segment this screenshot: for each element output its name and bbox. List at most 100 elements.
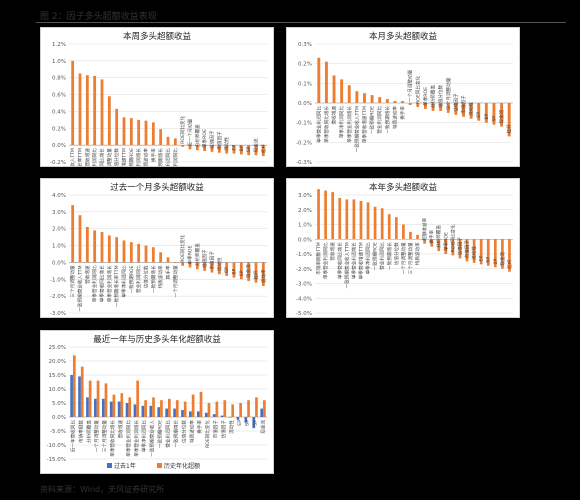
- category-label: 近一年营收同比: [69, 420, 76, 453]
- category-label: 一致预期ROE: [128, 265, 135, 293]
- bar: [188, 262, 192, 268]
- category-label: 分析师覆盖: [435, 225, 442, 248]
- category-label: 一个月调整动量: [407, 69, 414, 102]
- bar: [486, 239, 490, 266]
- chart-panel-annualized: 最近一年与历史多头年化超额收益 -15.0% -10.0% -5.0% 0.0% 5.0%…: [40, 330, 274, 474]
- y-tick-label: 15.0%: [49, 373, 66, 379]
- y-tick-label: -1.0%: [296, 252, 312, 258]
- category-label: 一致预期增长率TTM: [113, 265, 120, 307]
- category-label: 杠杆: [260, 144, 267, 154]
- category-label: 市值因子: [460, 95, 467, 114]
- y-tick-label: 25.0%: [49, 345, 66, 351]
- category-label: 换手率: [196, 420, 203, 434]
- category-label: 单季营业利润同比: [322, 242, 329, 279]
- category-label: SP: [239, 270, 245, 276]
- category-label: 单季营业利润增长: [350, 242, 357, 279]
- bar: [152, 397, 155, 417]
- category-label: 估值因子: [201, 249, 208, 268]
- bar: [149, 405, 153, 417]
- y-tick-label: 0.0%: [52, 143, 66, 149]
- category-label: 超额收益率: [421, 217, 428, 240]
- category-label: 单季营收增速TTM: [121, 148, 128, 166]
- bar: [385, 99, 389, 103]
- category-label: 估值因子: [220, 420, 227, 439]
- y-tick-label: -3.0%: [50, 311, 66, 317]
- bar: [431, 103, 435, 111]
- bar: [85, 227, 89, 263]
- category-label: 换手率: [150, 148, 157, 162]
- bar: [340, 79, 344, 103]
- category-label: 单季营收同比增长: [99, 265, 106, 302]
- chart-panel-year: 本年多头超额收益 -5.0% -4.0% -3.0% -2.0% -1.0% 0.0% 1.0…: [286, 178, 520, 318]
- category-label: 分析师覆盖: [430, 84, 437, 107]
- category-label: 单季营收增速TTM: [361, 106, 368, 143]
- category-label: 市值因子: [209, 251, 216, 270]
- category-label: 单季营业利润同比: [315, 106, 322, 143]
- category-label: 估值分位数: [437, 84, 444, 107]
- category-label: 杠杆: [506, 259, 513, 269]
- category-label: 特质波动率: [188, 420, 195, 443]
- bar: [183, 401, 187, 417]
- category-label: 三个月调整动量: [101, 420, 108, 453]
- bar: [136, 380, 140, 417]
- bar: [373, 206, 377, 240]
- bar: [204, 412, 208, 417]
- bar: [225, 262, 229, 276]
- category-label: 单季营收增速TTM: [357, 242, 364, 279]
- y-tick-label: 5.0%: [52, 401, 66, 407]
- bar: [203, 262, 207, 271]
- bar: [409, 231, 412, 240]
- chart-title: 本年多头超额收益: [369, 182, 438, 193]
- category-label: 一致预期增长: [386, 242, 393, 270]
- y-tick-label: 0.8%: [52, 76, 66, 82]
- category-label: 分析师覆盖: [194, 243, 201, 266]
- category-label: 特质波动率: [391, 106, 398, 129]
- y-tick-label: 0.4%: [52, 109, 66, 115]
- chart-panel-week: 本周多头超额收益 -0.2% 0.0% 0.2% 0.4% 0.6% 0.8% 1.0% 1.2…: [40, 27, 274, 167]
- category-label: 三个月调整动量: [69, 265, 76, 298]
- bar: [107, 235, 111, 263]
- category-label: 一致预期营业收入TTM: [77, 265, 84, 311]
- bar: [115, 108, 119, 146]
- category-label: SP: [491, 116, 497, 122]
- category-label: ROE同比变化: [449, 224, 456, 252]
- category-label: EP: [479, 255, 485, 261]
- y-tick-label: 0.0%: [52, 260, 66, 266]
- chart-svg-year: 本年多头超额收益 -5.0% -4.0% -3.0% -2.0% -1.0% 0.0% 1.0…: [296, 182, 513, 317]
- category-label: 单季营业利润增长: [133, 420, 140, 457]
- bar: [331, 192, 335, 240]
- category-label: 营业利润同比: [379, 242, 386, 270]
- bar: [492, 103, 496, 125]
- bar: [70, 375, 73, 417]
- category-label: 单季营业利润同比: [125, 420, 132, 457]
- category-label: 单季ROE: [422, 87, 429, 106]
- category-label: SP: [493, 258, 499, 264]
- bar: [401, 101, 405, 103]
- bar: [101, 398, 105, 417]
- chart-svg-week: 本周多头超额收益 -0.2% 0.0% 0.2% 0.4% 0.6% 0.8% 1.0% 1.2…: [50, 31, 267, 166]
- bar: [444, 239, 448, 254]
- category-label: 营业利润同比: [165, 420, 172, 448]
- bar: [430, 239, 434, 247]
- category-label: 现金流: [245, 264, 252, 278]
- category-label: BP: [245, 420, 251, 426]
- y-tick-label: -3.0%: [296, 282, 312, 288]
- chart-title: 本月多头超额收益: [369, 31, 438, 42]
- bar: [255, 397, 258, 417]
- bar: [493, 239, 497, 268]
- y-tick-label: 0.0%: [298, 101, 312, 107]
- bar: [115, 237, 119, 263]
- y-tick-label: 3.0%: [52, 210, 66, 216]
- bar: [220, 415, 224, 417]
- category-label: 估值分位数: [113, 148, 120, 166]
- category-label: SP: [246, 146, 252, 152]
- bar: [244, 417, 248, 423]
- category-label: 流动性: [216, 257, 223, 271]
- bar: [195, 262, 199, 270]
- chart-svg-past-month: 过去一个月多头超额收益 -3.0% -2.0% -1.0% 0.0% 1.0% 2.0% 3.…: [50, 182, 267, 317]
- bar: [199, 391, 203, 417]
- bar: [85, 75, 89, 146]
- bar: [239, 262, 243, 280]
- bar: [402, 224, 405, 240]
- y-tick-label: -10.0%: [47, 443, 66, 449]
